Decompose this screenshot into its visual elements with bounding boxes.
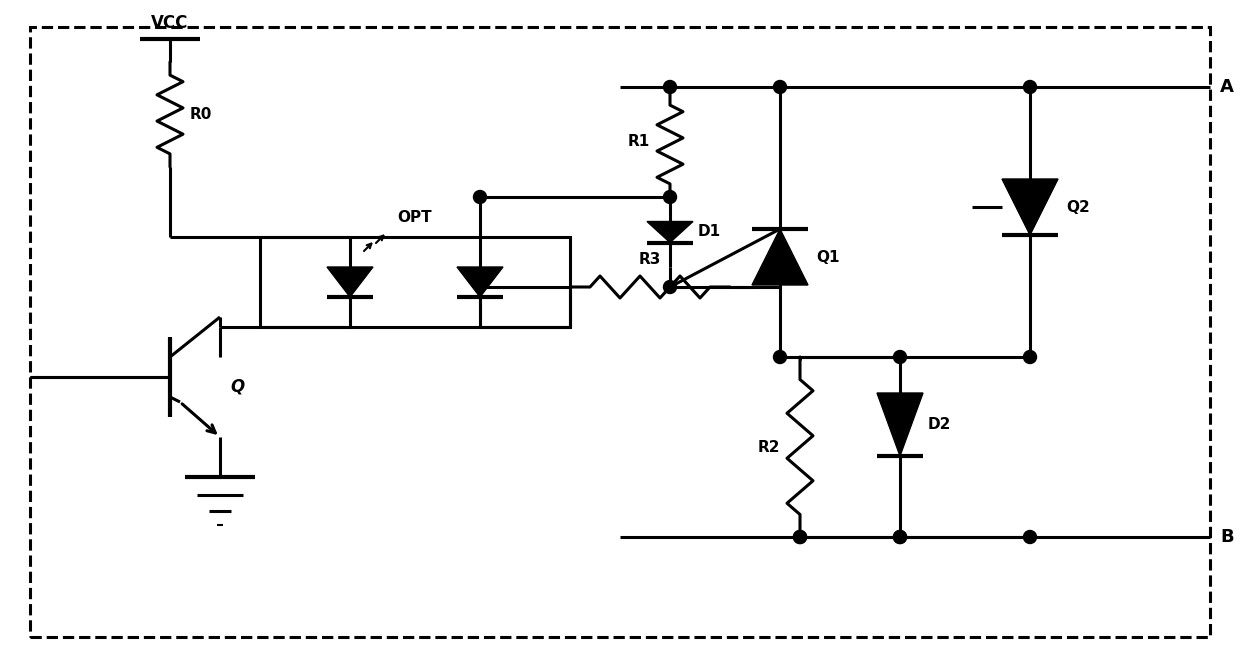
Text: Q1: Q1 [816,250,839,265]
Text: R3: R3 [639,252,661,267]
Circle shape [474,191,486,204]
Circle shape [1023,350,1037,363]
Circle shape [1023,81,1037,93]
Text: D1: D1 [698,225,722,240]
Polygon shape [751,229,808,285]
Polygon shape [327,267,373,297]
Circle shape [894,530,906,543]
Circle shape [774,350,786,363]
Circle shape [663,81,677,93]
Text: R2: R2 [758,440,780,455]
Text: A: A [1220,78,1234,96]
Circle shape [794,530,806,543]
Circle shape [794,530,806,543]
Circle shape [894,350,906,363]
Circle shape [663,191,677,204]
Text: B: B [1220,528,1234,546]
Polygon shape [458,267,503,297]
Polygon shape [877,393,923,456]
Circle shape [894,530,906,543]
Circle shape [774,81,786,93]
Text: R1: R1 [627,135,650,150]
Text: Q2: Q2 [1066,200,1090,214]
Polygon shape [647,221,693,242]
Text: Q: Q [229,378,244,396]
Text: OPT: OPT [398,210,433,225]
Circle shape [663,281,677,294]
Text: R0: R0 [190,107,212,122]
Text: VCC: VCC [151,14,188,32]
Text: D2: D2 [928,417,951,432]
Circle shape [1023,530,1037,543]
Polygon shape [1002,179,1058,235]
Bar [260,237,570,327]
